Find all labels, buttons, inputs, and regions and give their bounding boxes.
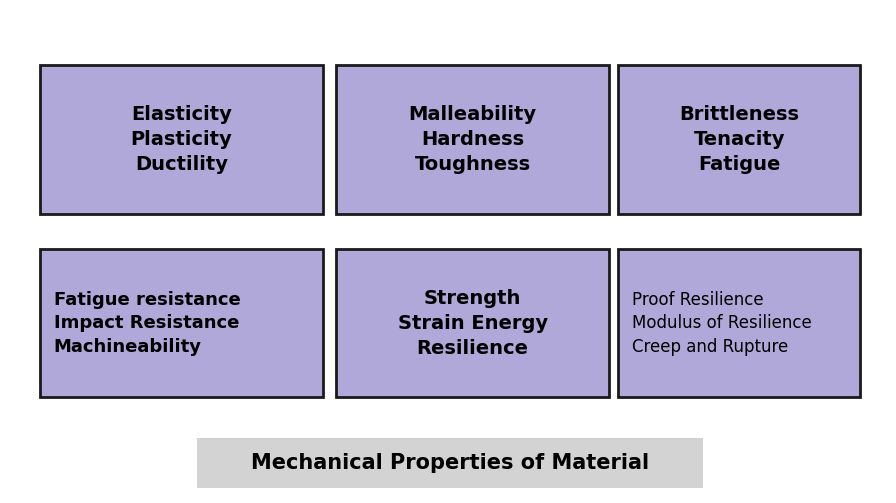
- Text: Strength
Strain Energy
Resilience: Strength Strain Energy Resilience: [398, 289, 547, 358]
- Text: Fatigue resistance
Impact Resistance
Machineability: Fatigue resistance Impact Resistance Mac…: [54, 291, 240, 356]
- Text: Proof Resilience
Modulus of Resilience
Creep and Rupture: Proof Resilience Modulus of Resilience C…: [632, 291, 812, 356]
- Text: Elasticity
Plasticity
Ductility: Elasticity Plasticity Ductility: [131, 105, 232, 174]
- Text: Mechanical Properties of Material: Mechanical Properties of Material: [251, 453, 650, 473]
- Text: Malleability
Hardness
Toughness: Malleability Hardness Toughness: [409, 105, 537, 174]
- FancyBboxPatch shape: [618, 249, 860, 397]
- FancyBboxPatch shape: [197, 438, 703, 488]
- FancyBboxPatch shape: [618, 65, 860, 214]
- FancyBboxPatch shape: [336, 249, 609, 397]
- FancyBboxPatch shape: [40, 249, 323, 397]
- Text: Brittleness
Tenacity
Fatigue: Brittleness Tenacity Fatigue: [679, 105, 799, 174]
- FancyBboxPatch shape: [336, 65, 609, 214]
- FancyBboxPatch shape: [40, 65, 323, 214]
